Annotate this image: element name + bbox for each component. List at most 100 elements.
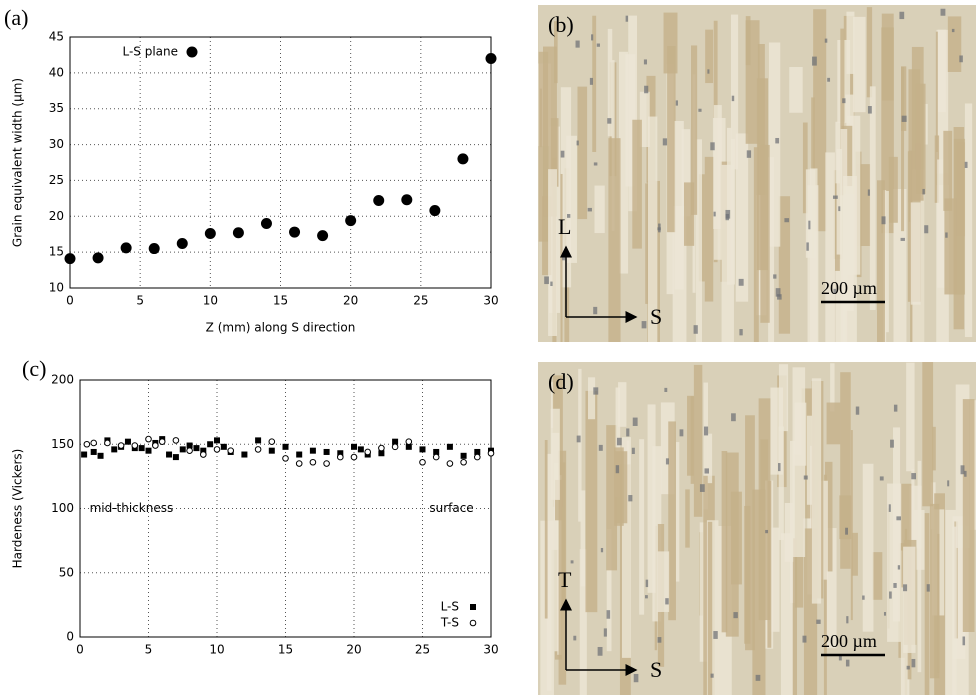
grain	[745, 415, 755, 651]
particle	[867, 106, 872, 114]
data-point	[241, 451, 248, 458]
data-point	[419, 446, 426, 453]
grain	[647, 116, 658, 343]
data-point	[405, 438, 413, 445]
grain	[695, 139, 703, 342]
grain	[579, 549, 587, 695]
data-point	[207, 441, 214, 448]
data-point	[460, 452, 467, 459]
data-point	[350, 453, 358, 461]
grain	[846, 11, 855, 74]
grain	[792, 538, 798, 695]
grain	[704, 156, 714, 302]
annotation: mid-thickness	[90, 501, 174, 515]
particle	[883, 612, 887, 616]
grain	[693, 364, 703, 517]
y-axis-label: Hardeness (Vickers)	[11, 449, 25, 569]
legend-label: L-S	[441, 600, 459, 614]
grain	[594, 185, 605, 234]
data-point	[200, 447, 207, 454]
legend-marker	[469, 619, 477, 627]
particle	[593, 387, 599, 395]
particle	[606, 610, 611, 619]
grain	[554, 462, 559, 652]
grain	[769, 527, 780, 632]
particle	[643, 59, 648, 65]
grain	[937, 29, 946, 113]
grain	[592, 15, 597, 152]
panel-label: (a)	[4, 5, 28, 30]
particle	[824, 38, 828, 43]
data-point	[323, 460, 330, 467]
grain	[947, 16, 962, 72]
data-point	[295, 460, 303, 467]
grain	[647, 404, 656, 593]
grain	[657, 551, 670, 612]
grain	[789, 67, 803, 113]
y-tick-label: 25	[49, 173, 64, 187]
data-point	[176, 238, 188, 250]
particle	[951, 28, 955, 33]
particle	[710, 142, 715, 151]
grain	[675, 442, 680, 582]
grain	[588, 377, 596, 420]
grain	[888, 156, 898, 223]
grain	[937, 159, 949, 288]
grain	[721, 451, 728, 633]
particle	[626, 428, 630, 437]
grain	[853, 16, 866, 113]
particle	[906, 665, 910, 670]
data-point	[457, 153, 469, 165]
particle	[679, 429, 684, 437]
grain	[606, 529, 612, 652]
data-point	[474, 453, 481, 461]
y-tick-label: 40	[49, 65, 64, 79]
grain	[713, 105, 722, 260]
grain	[674, 120, 684, 290]
grain	[639, 439, 645, 615]
grain	[840, 28, 845, 196]
grain	[901, 66, 905, 232]
particle	[900, 237, 905, 241]
plot-frame	[79, 379, 492, 638]
y-axis-label: Grain equivalent width (µm)	[11, 78, 25, 247]
particle	[838, 655, 842, 661]
x-tick-label: 20	[343, 294, 358, 308]
x-tick-label: 30	[483, 643, 498, 657]
particle	[591, 34, 594, 41]
data-point	[172, 454, 179, 461]
particle	[731, 413, 736, 422]
particle	[911, 658, 916, 668]
data-point	[474, 448, 481, 455]
particle	[644, 85, 649, 94]
grain	[703, 382, 709, 510]
particle	[662, 138, 668, 146]
data-point	[204, 227, 216, 239]
data-point	[172, 437, 180, 444]
grain	[707, 433, 713, 484]
grain	[778, 426, 784, 540]
y-tick-label: 100	[51, 501, 74, 515]
data-point	[391, 443, 399, 451]
particle	[713, 211, 716, 217]
y-tick-label: 30	[49, 137, 64, 151]
annotation: surface	[429, 501, 473, 515]
particle	[947, 480, 950, 487]
grain	[550, 408, 560, 500]
grain	[964, 103, 973, 338]
grain	[893, 427, 901, 622]
particle	[765, 529, 769, 534]
grain	[614, 447, 624, 526]
grain	[778, 364, 789, 432]
legend-label: T-S	[440, 616, 459, 630]
grain	[685, 489, 690, 548]
grain	[901, 483, 912, 588]
grain	[823, 474, 827, 695]
particle	[713, 631, 718, 639]
particle	[603, 628, 607, 637]
data-point	[373, 195, 385, 207]
particle	[888, 504, 891, 512]
data-point	[214, 437, 220, 444]
grain	[768, 157, 775, 342]
